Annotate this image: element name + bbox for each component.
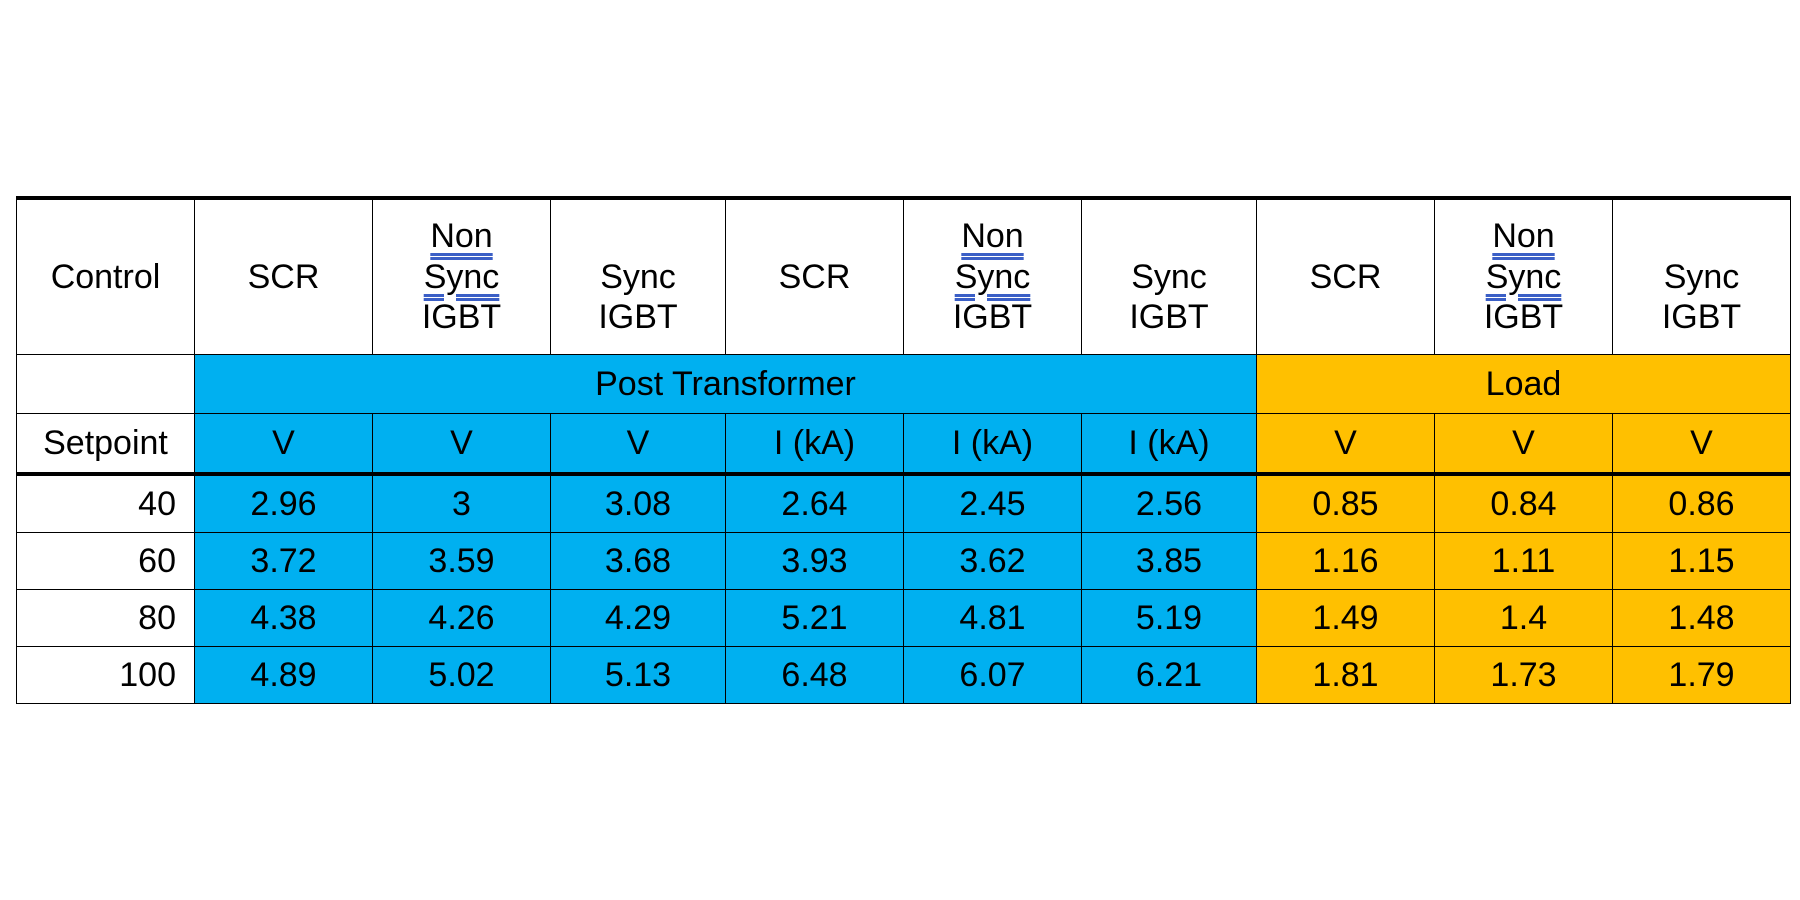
group-load: Load (1256, 354, 1791, 414)
value-cell: 2.45 (903, 473, 1082, 533)
header-line: IGBT (952, 298, 1033, 337)
header-line: Sync (954, 257, 1031, 296)
value-cell: 1.79 (1612, 646, 1791, 704)
value-cell: 1.49 (1256, 589, 1435, 647)
value-cell: 3.08 (550, 473, 726, 533)
setpoint-header-cell: Setpoint (16, 413, 195, 476)
value-cell: 1.81 (1256, 646, 1435, 704)
header-line: SCR (1309, 257, 1382, 296)
value-cell: 4.81 (903, 589, 1082, 647)
empty-cell (16, 354, 195, 414)
header-line: Non (961, 216, 1024, 255)
column-header-nonsync-post: Non Sync IGBT (372, 196, 551, 355)
data-table: Control SCR Non Sync IGBT x Sync IGBT SC… (16, 196, 1791, 704)
value-cell: 3.72 (194, 532, 373, 590)
setpoint-cell: 40 (16, 473, 195, 533)
header-line: SCR (247, 257, 320, 296)
value-cell: 3.85 (1081, 532, 1257, 590)
unit-cell: V (372, 413, 551, 476)
value-cell: 5.02 (372, 646, 551, 704)
header-line: IGBT (1483, 298, 1564, 337)
value-cell: 1.15 (1612, 532, 1791, 590)
header-line: Sync (600, 257, 676, 296)
header-line: Non (1492, 216, 1555, 255)
value-cell: 6.21 (1081, 646, 1257, 704)
unit-cell: I (kA) (725, 413, 904, 476)
value-cell: 6.48 (725, 646, 904, 704)
value-cell: 5.19 (1081, 589, 1257, 647)
column-header-sync-load: x Sync IGBT (1612, 196, 1791, 355)
value-cell: 1.48 (1612, 589, 1791, 647)
unit-cell: I (kA) (1081, 413, 1257, 476)
table-row: 60 3.72 3.59 3.68 3.93 3.62 3.85 1.16 1.… (16, 532, 1791, 590)
setpoint-cell: 60 (16, 532, 195, 590)
value-cell: 2.96 (194, 473, 373, 533)
table-row: 40 2.96 3 3.08 2.64 2.45 2.56 0.85 0.84 … (16, 473, 1791, 533)
units-row: Setpoint V V V I (kA) I (kA) I (kA) V V … (16, 413, 1791, 476)
value-cell: 1.16 (1256, 532, 1435, 590)
table-row: 100 4.89 5.02 5.13 6.48 6.07 6.21 1.81 1… (16, 646, 1791, 704)
value-cell: 5.21 (725, 589, 904, 647)
column-header-nonsync-current: Non Sync IGBT (903, 196, 1082, 355)
header-line: Non (430, 216, 493, 255)
header-line: IGBT (598, 298, 678, 337)
header-line: IGBT (1129, 298, 1209, 337)
control-header-cell: Control (16, 196, 195, 355)
value-cell: 3 (372, 473, 551, 533)
setpoint-cell: 100 (16, 646, 195, 704)
column-header-scr-load: SCR (1256, 196, 1435, 355)
group-row: Post Transformer Load (16, 354, 1791, 414)
column-header-scr-current: SCR (725, 196, 904, 355)
value-cell: 4.89 (194, 646, 373, 704)
value-cell: 0.86 (1612, 473, 1791, 533)
header-line: IGBT (421, 298, 502, 337)
value-cell: 1.73 (1434, 646, 1613, 704)
group-post-transformer: Post Transformer (194, 354, 1257, 414)
column-header-sync-post: x Sync IGBT (550, 196, 726, 355)
value-cell: 3.68 (550, 532, 726, 590)
table-row: 80 4.38 4.26 4.29 5.21 4.81 5.19 1.49 1.… (16, 589, 1791, 647)
header-line: IGBT (1661, 298, 1742, 337)
unit-cell: V (1612, 413, 1791, 476)
value-cell: 4.29 (550, 589, 726, 647)
unit-cell: V (194, 413, 373, 476)
header-line: Sync (423, 257, 500, 296)
value-cell: 1.4 (1434, 589, 1613, 647)
value-cell: 3.62 (903, 532, 1082, 590)
header-line: Sync (1485, 257, 1562, 296)
header-row: Control SCR Non Sync IGBT x Sync IGBT SC… (16, 196, 1791, 355)
unit-cell: V (1434, 413, 1613, 476)
unit-cell: I (kA) (903, 413, 1082, 476)
column-header-scr-post: SCR (194, 196, 373, 355)
value-cell: 2.64 (725, 473, 904, 533)
value-cell: 3.59 (372, 532, 551, 590)
value-cell: 1.11 (1434, 532, 1613, 590)
header-line: Sync (1663, 257, 1740, 296)
value-cell: 0.85 (1256, 473, 1435, 533)
setpoint-cell: 80 (16, 589, 195, 647)
value-cell: 4.38 (194, 589, 373, 647)
value-cell: 3.93 (725, 532, 904, 590)
unit-cell: V (1256, 413, 1435, 476)
column-header-sync-current: x Sync IGBT (1081, 196, 1257, 355)
value-cell: 6.07 (903, 646, 1082, 704)
value-cell: 0.84 (1434, 473, 1613, 533)
value-cell: 2.56 (1081, 473, 1257, 533)
unit-cell: V (550, 413, 726, 476)
header-line: Sync (1131, 257, 1207, 296)
value-cell: 5.13 (550, 646, 726, 704)
header-line: SCR (778, 257, 851, 296)
value-cell: 4.26 (372, 589, 551, 647)
column-header-nonsync-load: Non Sync IGBT (1434, 196, 1613, 355)
